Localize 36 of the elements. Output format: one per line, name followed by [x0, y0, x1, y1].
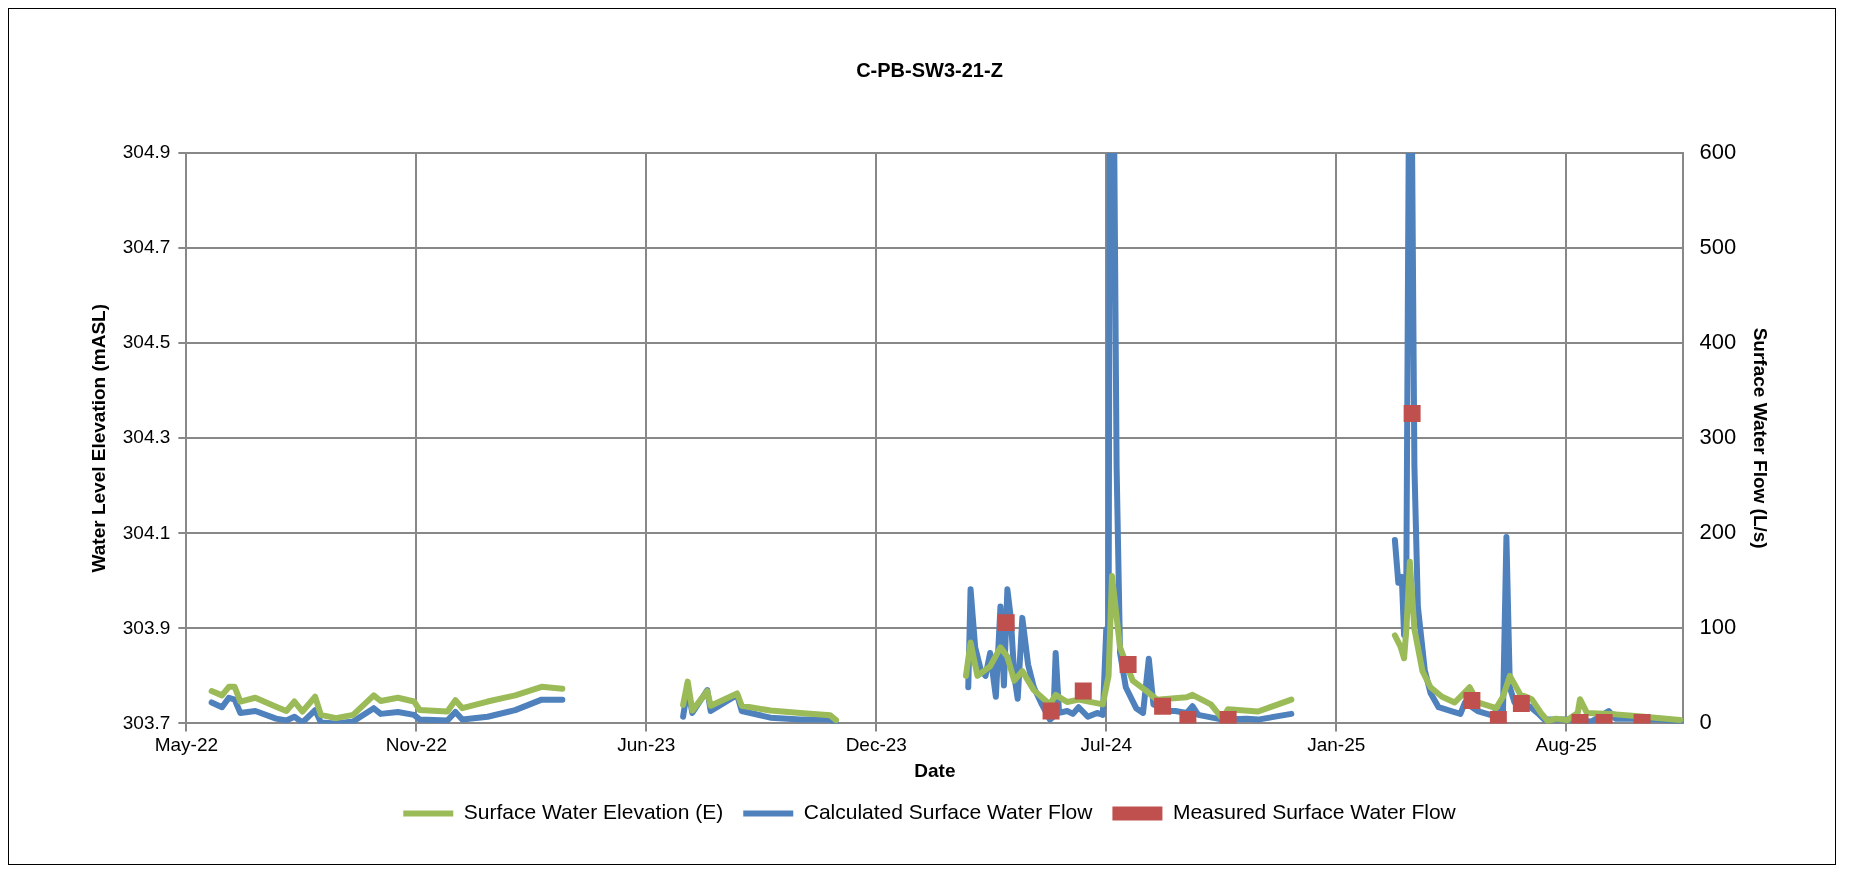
x-tick-label: Jan-25 — [1307, 734, 1366, 756]
y2-tick-label: 100 — [1699, 614, 1737, 640]
y2-tick-label: 300 — [1699, 424, 1737, 450]
y-tick-label: 304.5 — [122, 331, 171, 353]
legend-label: Measured Surface Water Flow — [1172, 800, 1457, 824]
y-tick-label: 303.7 — [122, 711, 171, 733]
legend-label: Calculated Surface Water Flow — [803, 800, 1094, 824]
point — [1403, 405, 1421, 422]
legend-label: Surface Water Elevation (E) — [463, 800, 724, 824]
x-tick-label: Aug-25 — [1535, 734, 1597, 756]
point — [1042, 702, 1060, 720]
x-tick-label: Jul-24 — [1080, 734, 1133, 756]
x-tick-label: Jun-23 — [617, 734, 676, 756]
y2-tick-label: 200 — [1699, 519, 1737, 545]
y2-axis-title: Surface Water Flow (L/s) — [1750, 327, 1772, 549]
x-tick-label: Dec-23 — [845, 734, 907, 756]
y-tick-label: 304.9 — [122, 141, 171, 163]
y2-tick-label: 600 — [1699, 139, 1737, 165]
y2-tick-label: 400 — [1699, 329, 1737, 355]
y-axis-title: Water Level Elevation (mASL) — [87, 303, 109, 573]
point — [997, 614, 1015, 632]
x-axis-title: Date — [914, 759, 956, 781]
x-tick-label: Nov-22 — [385, 734, 447, 756]
point — [1512, 694, 1530, 712]
x-tick-label: May-22 — [154, 734, 219, 756]
y-tick-label: 304.3 — [122, 426, 171, 448]
y-tick-label: 303.9 — [122, 616, 171, 638]
point — [1463, 692, 1481, 710]
point — [1119, 655, 1137, 673]
point — [1074, 682, 1092, 700]
y2-tick-label: 0 — [1699, 709, 1712, 735]
point — [1154, 697, 1172, 715]
y-tick-label: 304.1 — [122, 521, 171, 543]
y2-tick-label: 500 — [1699, 234, 1737, 260]
chart-title: C-PB-SW3-21-Z — [856, 58, 1003, 81]
y-tick-label: 304.7 — [122, 236, 171, 258]
